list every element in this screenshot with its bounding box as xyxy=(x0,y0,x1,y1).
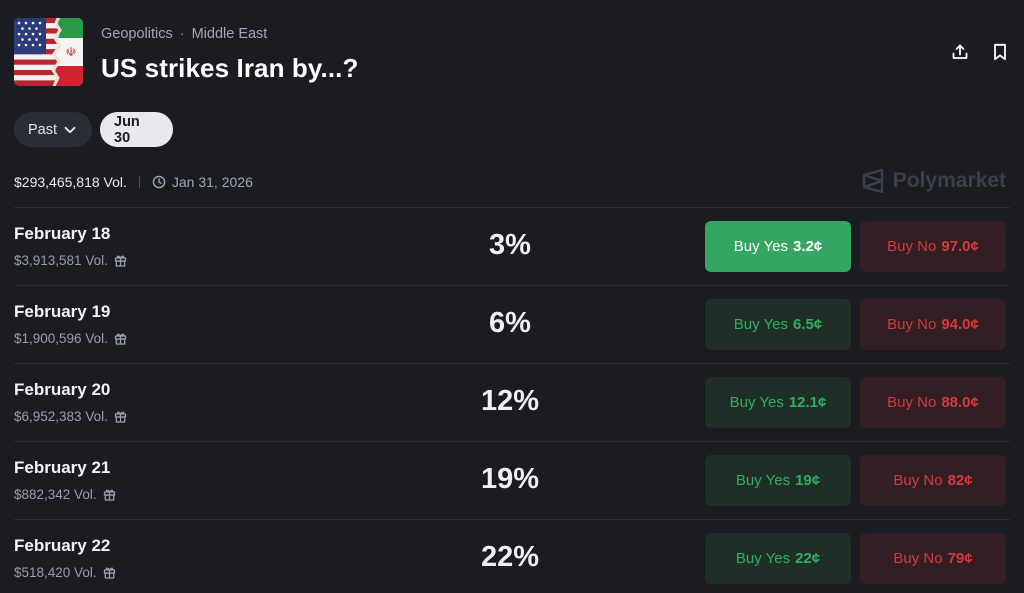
header-actions xyxy=(950,42,1010,62)
buy-yes-price: 3.2¢ xyxy=(793,238,823,255)
buy-yes-price: 22¢ xyxy=(795,550,821,567)
buy-no-price: 97.0¢ xyxy=(941,238,979,255)
buy-yes-label: Buy Yes xyxy=(729,394,784,411)
gift-icon xyxy=(103,488,116,501)
buy-yes-button[interactable]: Buy Yes 19¢ xyxy=(705,455,851,506)
outcome-probability: 22% xyxy=(480,541,540,573)
gift-icon xyxy=(114,410,127,423)
outcome-volume: $518,420 Vol. xyxy=(14,565,116,580)
outcome-row[interactable]: February 21 $882,342 Vol. 19% Buy Yes 19… xyxy=(14,441,1010,519)
end-date-text: Jan 31, 2026 xyxy=(171,174,253,190)
us-iran-flag-icon: ☫ xyxy=(14,18,83,86)
buy-no-price: 79¢ xyxy=(947,550,973,567)
outcome-volume: $6,952,383 Vol. xyxy=(14,409,127,424)
buy-yes-label: Buy Yes xyxy=(733,238,788,255)
outcome-row[interactable]: February 22 $518,420 Vol. 22% Buy Yes 22… xyxy=(14,519,1010,593)
breadcrumb-subcategory[interactable]: Middle East xyxy=(191,26,268,42)
polymarket-logo-icon xyxy=(862,168,883,194)
buy-no-price: 82¢ xyxy=(947,472,973,489)
outcome-row[interactable]: February 18 $3,913,581 Vol. 3% Buy Yes 3… xyxy=(14,207,1010,285)
buy-yes-button[interactable]: Buy Yes 6.5¢ xyxy=(705,299,851,350)
buy-no-label: Buy No xyxy=(893,550,943,567)
breadcrumb-separator: · xyxy=(179,26,185,42)
buy-yes-price: 6.5¢ xyxy=(793,316,823,333)
outcome-list: February 18 $3,913,581 Vol. 3% Buy Yes 3… xyxy=(14,207,1010,593)
end-date: Jan 31, 2026 xyxy=(152,174,253,190)
outcome-name: February 19 xyxy=(14,302,111,321)
outcome-volume: $1,900,596 Vol. xyxy=(14,331,127,346)
chevron-down-icon xyxy=(64,126,76,134)
past-dropdown[interactable]: Past xyxy=(14,112,92,147)
outcome-volume-text: $6,952,383 Vol. xyxy=(14,409,108,424)
buy-no-button[interactable]: Buy No 82¢ xyxy=(860,455,1006,506)
buy-yes-label: Buy Yes xyxy=(735,550,791,567)
brand-name: Polymarket xyxy=(892,169,1006,192)
buy-yes-button[interactable]: Buy Yes 22¢ xyxy=(705,533,851,584)
outcome-probability: 12% xyxy=(480,385,540,417)
buy-no-label: Buy No xyxy=(893,472,943,489)
past-dropdown-label: Past xyxy=(28,121,58,138)
buy-no-price: 94.0¢ xyxy=(941,316,979,333)
outcome-name: February 21 xyxy=(14,458,111,477)
gift-icon xyxy=(114,254,127,267)
outcome-volume-text: $3,913,581 Vol. xyxy=(14,253,108,268)
buy-yes-label: Buy Yes xyxy=(733,316,788,333)
brand-watermark: Polymarket xyxy=(861,168,1006,194)
outcome-volume-text: $1,900,596 Vol. xyxy=(14,331,108,346)
outcome-row[interactable]: February 19 $1,900,596 Vol. 6% Buy Yes 6… xyxy=(14,285,1010,363)
outcome-name: February 20 xyxy=(14,380,111,399)
stats-divider xyxy=(138,176,140,188)
gift-icon xyxy=(103,566,116,579)
buy-no-button[interactable]: Buy No 79¢ xyxy=(860,533,1006,584)
buy-no-label: Buy No xyxy=(887,316,937,333)
buy-yes-button[interactable]: Buy Yes 3.2¢ xyxy=(705,221,851,272)
date-chip-selected[interactable]: Jun 30 xyxy=(100,112,173,147)
page-title: US strikes Iran by...? xyxy=(101,53,359,83)
buy-no-label: Buy No xyxy=(887,394,937,411)
breadcrumb-category[interactable]: Geopolitics xyxy=(101,26,173,42)
buy-no-price: 88.0¢ xyxy=(941,394,979,411)
svg-text:☫: ☫ xyxy=(66,45,77,59)
market-header: ☫ Geopolitics · Middle East US strikes I… xyxy=(14,18,1010,88)
total-volume: $293,465,818 Vol. xyxy=(14,174,127,190)
buy-yes-price: 12.1¢ xyxy=(788,394,827,411)
outcome-name: February 22 xyxy=(14,536,111,555)
outcome-name: February 18 xyxy=(14,224,111,243)
outcome-volume: $3,913,581 Vol. xyxy=(14,253,127,268)
buy-yes-label: Buy Yes xyxy=(735,472,791,489)
buy-no-label: Buy No xyxy=(887,238,937,255)
buy-no-button[interactable]: Buy No 97.0¢ xyxy=(860,221,1006,272)
buy-yes-price: 19¢ xyxy=(795,472,821,489)
outcome-volume-text: $882,342 Vol. xyxy=(14,487,97,502)
buy-yes-button[interactable]: Buy Yes 12.1¢ xyxy=(705,377,851,428)
outcome-probability: 6% xyxy=(489,307,531,339)
buy-no-button[interactable]: Buy No 88.0¢ xyxy=(860,377,1006,428)
market-stats: $293,465,818 Vol. Jan 31, 2026 xyxy=(14,174,253,190)
breadcrumb: Geopolitics · Middle East xyxy=(101,26,267,42)
gift-icon xyxy=(114,332,127,345)
bookmark-icon[interactable] xyxy=(990,42,1010,62)
outcome-probability: 19% xyxy=(480,463,540,495)
outcome-probability: 3% xyxy=(489,229,531,261)
clock-icon xyxy=(152,175,166,189)
outcome-volume: $882,342 Vol. xyxy=(14,487,116,502)
buy-no-button[interactable]: Buy No 94.0¢ xyxy=(860,299,1006,350)
outcome-volume-text: $518,420 Vol. xyxy=(14,565,97,580)
date-filters: Past Jun 30 xyxy=(14,112,173,147)
share-icon[interactable] xyxy=(950,42,970,62)
outcome-row[interactable]: February 20 $6,952,383 Vol. 12% Buy Yes … xyxy=(14,363,1010,441)
